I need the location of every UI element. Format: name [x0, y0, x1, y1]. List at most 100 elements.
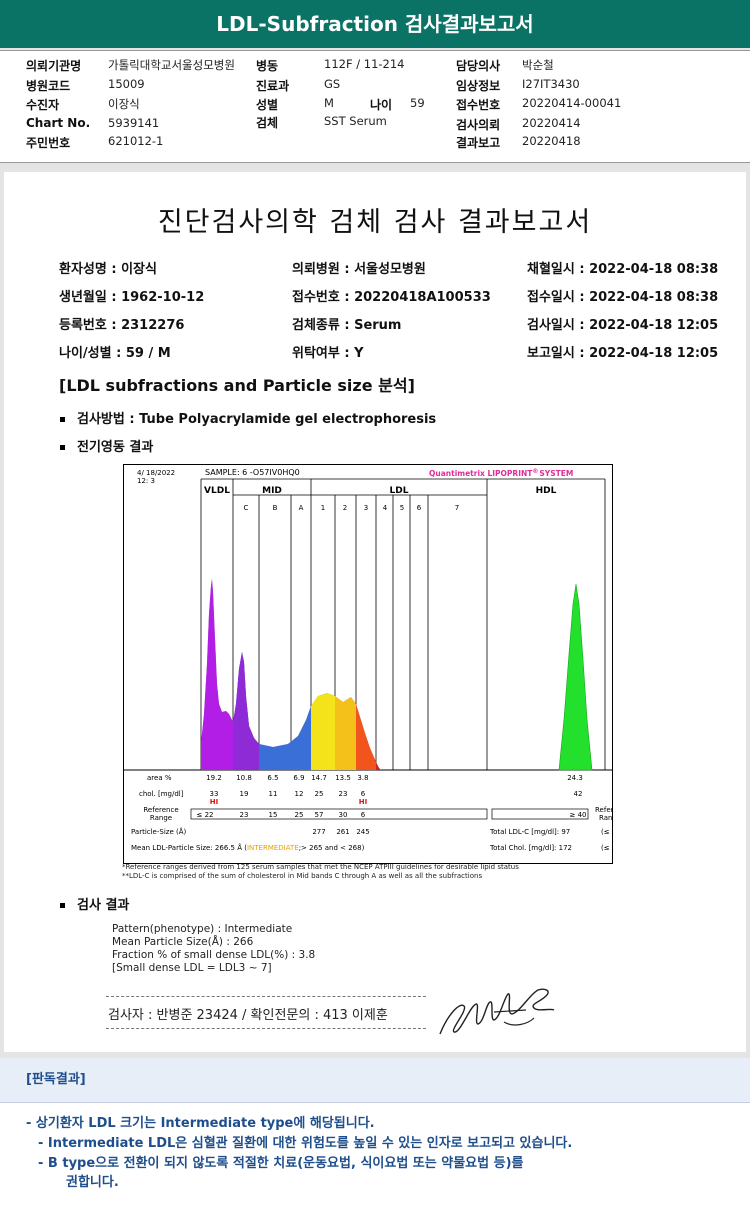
- area-value: 24.3: [567, 774, 583, 782]
- interpretation-header: [판독결과]: [0, 1058, 750, 1102]
- trace-band-fill: [335, 696, 356, 770]
- row-label: chol. [mg/dl]: [139, 790, 184, 798]
- info-value: 5939141: [108, 116, 160, 130]
- band-label: 4: [383, 504, 388, 512]
- band-label: 1: [321, 504, 325, 512]
- bullet-icon: [60, 417, 65, 422]
- info-key: 수진자: [26, 98, 60, 112]
- divider-line: [106, 1028, 426, 1029]
- patient-field: 검사일시 : 2022-04-18 12:05: [527, 318, 719, 333]
- group-label: LDL: [390, 486, 409, 496]
- interpretation-panel: [판독결과] - 상기환자 LDL 크기는 Intermediate type에…: [0, 1058, 750, 1230]
- info-key: 병동: [256, 59, 279, 73]
- note-line: **LDL-C is comprised of the sum of chole…: [122, 872, 483, 880]
- info-value: 가톨릭대학교서울성모병원: [108, 58, 235, 72]
- band-labels: C B A 1 2 3 4 5 6 7: [244, 504, 460, 512]
- info-value: SST Serum: [324, 114, 387, 128]
- total-chol: Total Chol. [mg/dl]: 172: [489, 844, 572, 852]
- chart-time: 12: 3: [137, 477, 155, 485]
- info-value: GS: [324, 77, 341, 91]
- result-block: Pattern(phenotype) : Intermediate Mean P…: [112, 923, 315, 975]
- group-label: VLDL: [204, 486, 230, 496]
- interpretation-line: 권합니다.: [66, 1175, 119, 1190]
- result-line: Fraction % of small dense LDL(%) : 3.8: [112, 949, 316, 961]
- hi-flag: HI: [210, 798, 218, 806]
- chart-sample: SAMPLE: 6 -O57IV0HQ0: [205, 468, 300, 477]
- area-value: 14.7: [311, 774, 327, 782]
- result-line: [Small dense LDL = LDL3 ~ 7]: [112, 962, 272, 974]
- chol-value: 6: [361, 790, 366, 798]
- info-value: 621012-1: [108, 134, 164, 148]
- analysis-section-title: [LDL subfractions and Particle size 분석]: [59, 376, 415, 395]
- ref-box-hdl: [491, 808, 589, 820]
- info-value: 박순철: [522, 58, 554, 72]
- ref-value: 15: [269, 811, 278, 819]
- row-label: Particle-Size (Å): [131, 827, 187, 836]
- area-value: 10.8: [236, 774, 252, 782]
- info-key: 진료과: [256, 79, 290, 93]
- chart-date: 4/ 18/2022: [137, 469, 175, 477]
- ref-value: 23: [240, 811, 249, 819]
- mean-particle-size: Mean LDL-Particle Size: 266.5 Å (INTERME…: [131, 843, 365, 852]
- band-label: 5: [400, 504, 404, 512]
- patient-field: 의뢰병원 : 서울성모병원: [292, 262, 426, 277]
- reference-notes: *Reference ranges derived from 125 serum…: [122, 863, 519, 881]
- info-key: 검사의뢰: [456, 118, 501, 132]
- info-key: 의뢰기관명: [26, 59, 82, 73]
- info-value: 59: [410, 96, 425, 110]
- interpretation-line: - 상기환자 LDL 크기는 Intermediate type에 해당됩니다.: [26, 1116, 375, 1131]
- chol-value: 25: [315, 790, 324, 798]
- info-value: 112F / 11-214: [324, 57, 405, 71]
- document-title: 진단검사의학 검체 검사 결과보고서: [157, 207, 593, 238]
- info-key: 결과보고: [456, 136, 501, 150]
- trace-band-fill: [376, 762, 381, 770]
- info-value: M: [324, 96, 334, 110]
- band-label: 7: [455, 504, 459, 512]
- info-value: 15009: [108, 77, 145, 91]
- total-chol-ref: (≤ 200): [601, 844, 613, 852]
- lipoprint-chart: 4/ 18/2022 12: 3 SAMPLE: 6 -O57IV0HQ0 Qu…: [123, 464, 613, 864]
- row-label: Reference: [143, 806, 178, 814]
- patient-field: 나이/성별 : 59 / M: [59, 346, 171, 361]
- row-label: Reference: [595, 806, 613, 814]
- group-labels: VLDL MID LDL HDL: [204, 486, 557, 496]
- patient-field: 접수번호 : 20220418A100533: [292, 290, 491, 305]
- ref-value: 57: [315, 811, 324, 819]
- patient-field: 위탁여부 : Y: [292, 346, 364, 361]
- trace-band-fill: [311, 693, 335, 770]
- band-label: C: [244, 504, 249, 512]
- area-value: 19.2: [206, 774, 222, 782]
- patient-field: 생년월일 : 1962-10-12: [59, 290, 205, 305]
- note-line: *Reference ranges derived from 125 serum…: [122, 863, 519, 871]
- row-label: area %: [147, 774, 172, 782]
- patient-field: 환자성명 : 이장식: [59, 262, 157, 277]
- patient-field: 등록번호 : 2312276: [59, 318, 185, 333]
- info-key: 주민번호: [26, 136, 71, 150]
- chol-value: 11: [269, 790, 278, 798]
- ref-value: 25: [295, 811, 304, 819]
- method-text: 검사방법 : Tube Polyacrylamide gel electroph…: [77, 412, 437, 427]
- chol-value: 19: [240, 790, 249, 798]
- particle-size-value: 277: [312, 828, 325, 836]
- patient-field: 검체종류 : Serum: [292, 318, 402, 333]
- trace-band-fill: [356, 704, 376, 770]
- interpretation-line: - Intermediate LDL은 심혈관 질환에 대한 위험도를 높일 수…: [38, 1136, 573, 1151]
- band-label: A: [299, 504, 304, 512]
- ref-value: 6: [361, 811, 366, 819]
- chart-brand: Quantimetrix LIPOPRINT®SYSTEM: [429, 468, 573, 478]
- info-value: 20220414: [522, 116, 581, 130]
- info-key: 임상정보: [456, 79, 501, 93]
- ref-value: 30: [339, 811, 348, 819]
- trace-band-fill: [201, 579, 233, 770]
- info-key: 나이: [370, 98, 393, 112]
- ref-box-ldl: [190, 808, 488, 820]
- chol-value: 33: [210, 790, 219, 798]
- electro-text: 전기영동 결과: [77, 440, 154, 455]
- result-line: Pattern(phenotype) : Intermediate: [112, 923, 293, 935]
- total-ldl-ref: (≤ 130): [601, 828, 613, 836]
- electro-line: 전기영동 결과: [60, 436, 153, 455]
- lab-report-document: 진단검사의학 검체 검사 결과보고서 환자성명 : 이장식 의뢰병원 : 서울성…: [4, 172, 746, 1052]
- bullet-icon: [60, 903, 65, 908]
- patient-field: 채혈일시 : 2022-04-18 08:38: [527, 262, 719, 277]
- interpretation-line: - B type으로 전환이 되지 않도록 적절한 치료(운동요법, 식이요법 …: [38, 1156, 524, 1171]
